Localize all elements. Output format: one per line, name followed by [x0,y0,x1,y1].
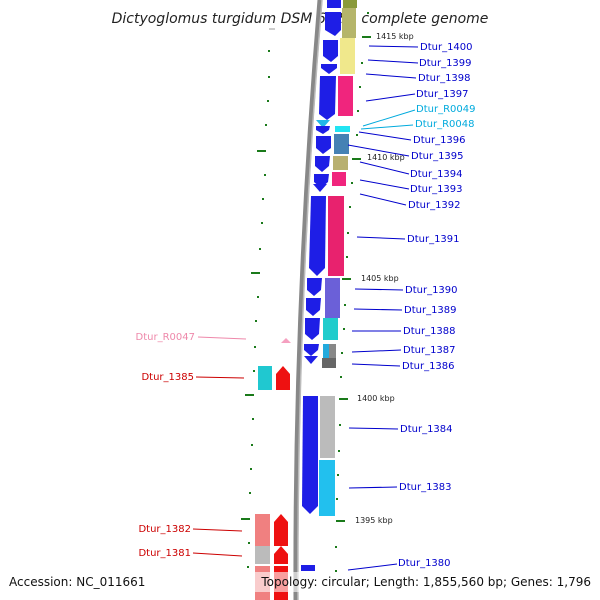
gene-label: Dtur_1384 [400,424,453,435]
right-leader-lines [347,45,419,571]
genome-backbone-highlight [297,0,323,600]
left-tick-ring [241,28,271,568]
cat-olive-1 [343,0,357,8]
cat-pink-3 [328,196,344,276]
gene-label: Dtur_1392 [408,200,461,211]
gene-1382-cat [255,514,270,546]
gene-1382-block [274,514,288,546]
gene-label: Dtur_1395 [411,151,464,162]
scale-1415: 1415 kbp [376,32,414,41]
gene-label: Dtur_1391 [407,234,460,245]
gene-1401-block [327,0,341,8]
gene-1399-block [323,40,338,62]
gene-1388-block [305,318,320,340]
gene-1387-block [304,344,319,356]
gene-label: Dtur_1397 [416,89,469,100]
map-title: Dictyoglomus turgidum DSM 6724, complete… [112,11,489,27]
gene-label: Dtur_1400 [420,42,473,53]
gene-label-left: Dtur_1385 [141,372,194,383]
gene-label-left: Dtur_1382 [138,524,191,535]
scale-1400: 1400 kbp [357,394,395,403]
cat-pink-2 [332,172,346,186]
right-tick-ring [335,12,371,572]
cat-lightgrey [320,396,335,458]
gene-1386-block [304,356,318,364]
cat-olive-2 [342,8,356,38]
cat-steelblue [334,134,349,154]
scale-labels: 1415 kbp 1410 kbp 1405 kbp 1400 kbp 1395… [355,32,414,525]
forward-genes [301,0,341,571]
topology-text: Topology: circular; Length: 1,855,560 bp… [260,575,591,589]
accession-text: Accession: NC_011661 [9,575,145,589]
scale-1395: 1395 kbp [355,516,393,525]
gene-label: Dtur_1398 [418,73,471,84]
cat-grey-1 [329,344,336,358]
gene-label: Dtur_1388 [403,326,456,337]
gene-label-left: Dtur_1381 [138,548,191,559]
reverse-genes [255,338,291,600]
category-ring [319,0,357,516]
rna-label-left: Dtur_R0047 [136,332,195,343]
left-labels: Dtur_R0047 Dtur_1385 Dtur_1382 Dtur_1381 [136,332,195,559]
gene-label: Dtur_1386 [402,361,455,372]
gene-1400-block [325,12,341,36]
gene-label: Dtur_1394 [410,169,463,180]
cat-cyan-2 [323,344,329,358]
footer-backdrop [0,572,600,592]
gene-label: Dtur_1389 [404,305,457,316]
gene-label: Dtur_1390 [405,285,458,296]
gene-1396-block [316,126,330,134]
gene-1385-cat [258,366,272,390]
gene-label: Dtur_1393 [410,184,463,195]
gene-1395-block [316,136,331,154]
gene-label: Dtur_1383 [399,482,452,493]
rna-label: Dtur_R0048 [415,119,474,130]
left-leader-lines [192,336,247,557]
cat-khaki [333,156,348,170]
rna-label: Dtur_R0049 [416,104,475,115]
gene-1390-block [307,278,322,296]
gene-1384-1383-block [302,396,318,514]
rna-r0049-block [316,120,330,128]
cat-teal [323,318,338,340]
gene-1381-cat [255,546,270,564]
cat-cyan-1 [335,126,350,132]
scale-1410: 1410 kbp [367,153,405,162]
cat-slateblue [325,278,340,318]
gene-1391-block [309,196,326,276]
cat-yellow [340,38,355,74]
rna-r0047-block [281,338,291,343]
gene-1394-block [315,156,330,172]
gene-label: Dtur_1396 [413,135,466,146]
gene-label: Dtur_1399 [419,58,472,69]
scale-1405: 1405 kbp [361,274,399,283]
right-labels: Dtur_1400 Dtur_1399 Dtur_1398 Dtur_1397 … [398,42,475,569]
faint-mark [269,28,275,30]
gene-1381-block [274,546,288,564]
gene-1392-block [313,184,327,192]
cat-skyblue [319,460,335,516]
gene-label: Dtur_1380 [398,558,451,569]
gene-1385-block [276,366,290,390]
cat-pink [338,76,353,116]
gene-1380-block [301,565,315,571]
gene-label: Dtur_1387 [403,345,456,356]
cat-grey-2 [322,358,336,368]
gene-1398-block [321,64,337,74]
gene-1389-block [306,298,321,316]
gene-1397-block [319,76,336,120]
genome-backbone [293,0,323,600]
